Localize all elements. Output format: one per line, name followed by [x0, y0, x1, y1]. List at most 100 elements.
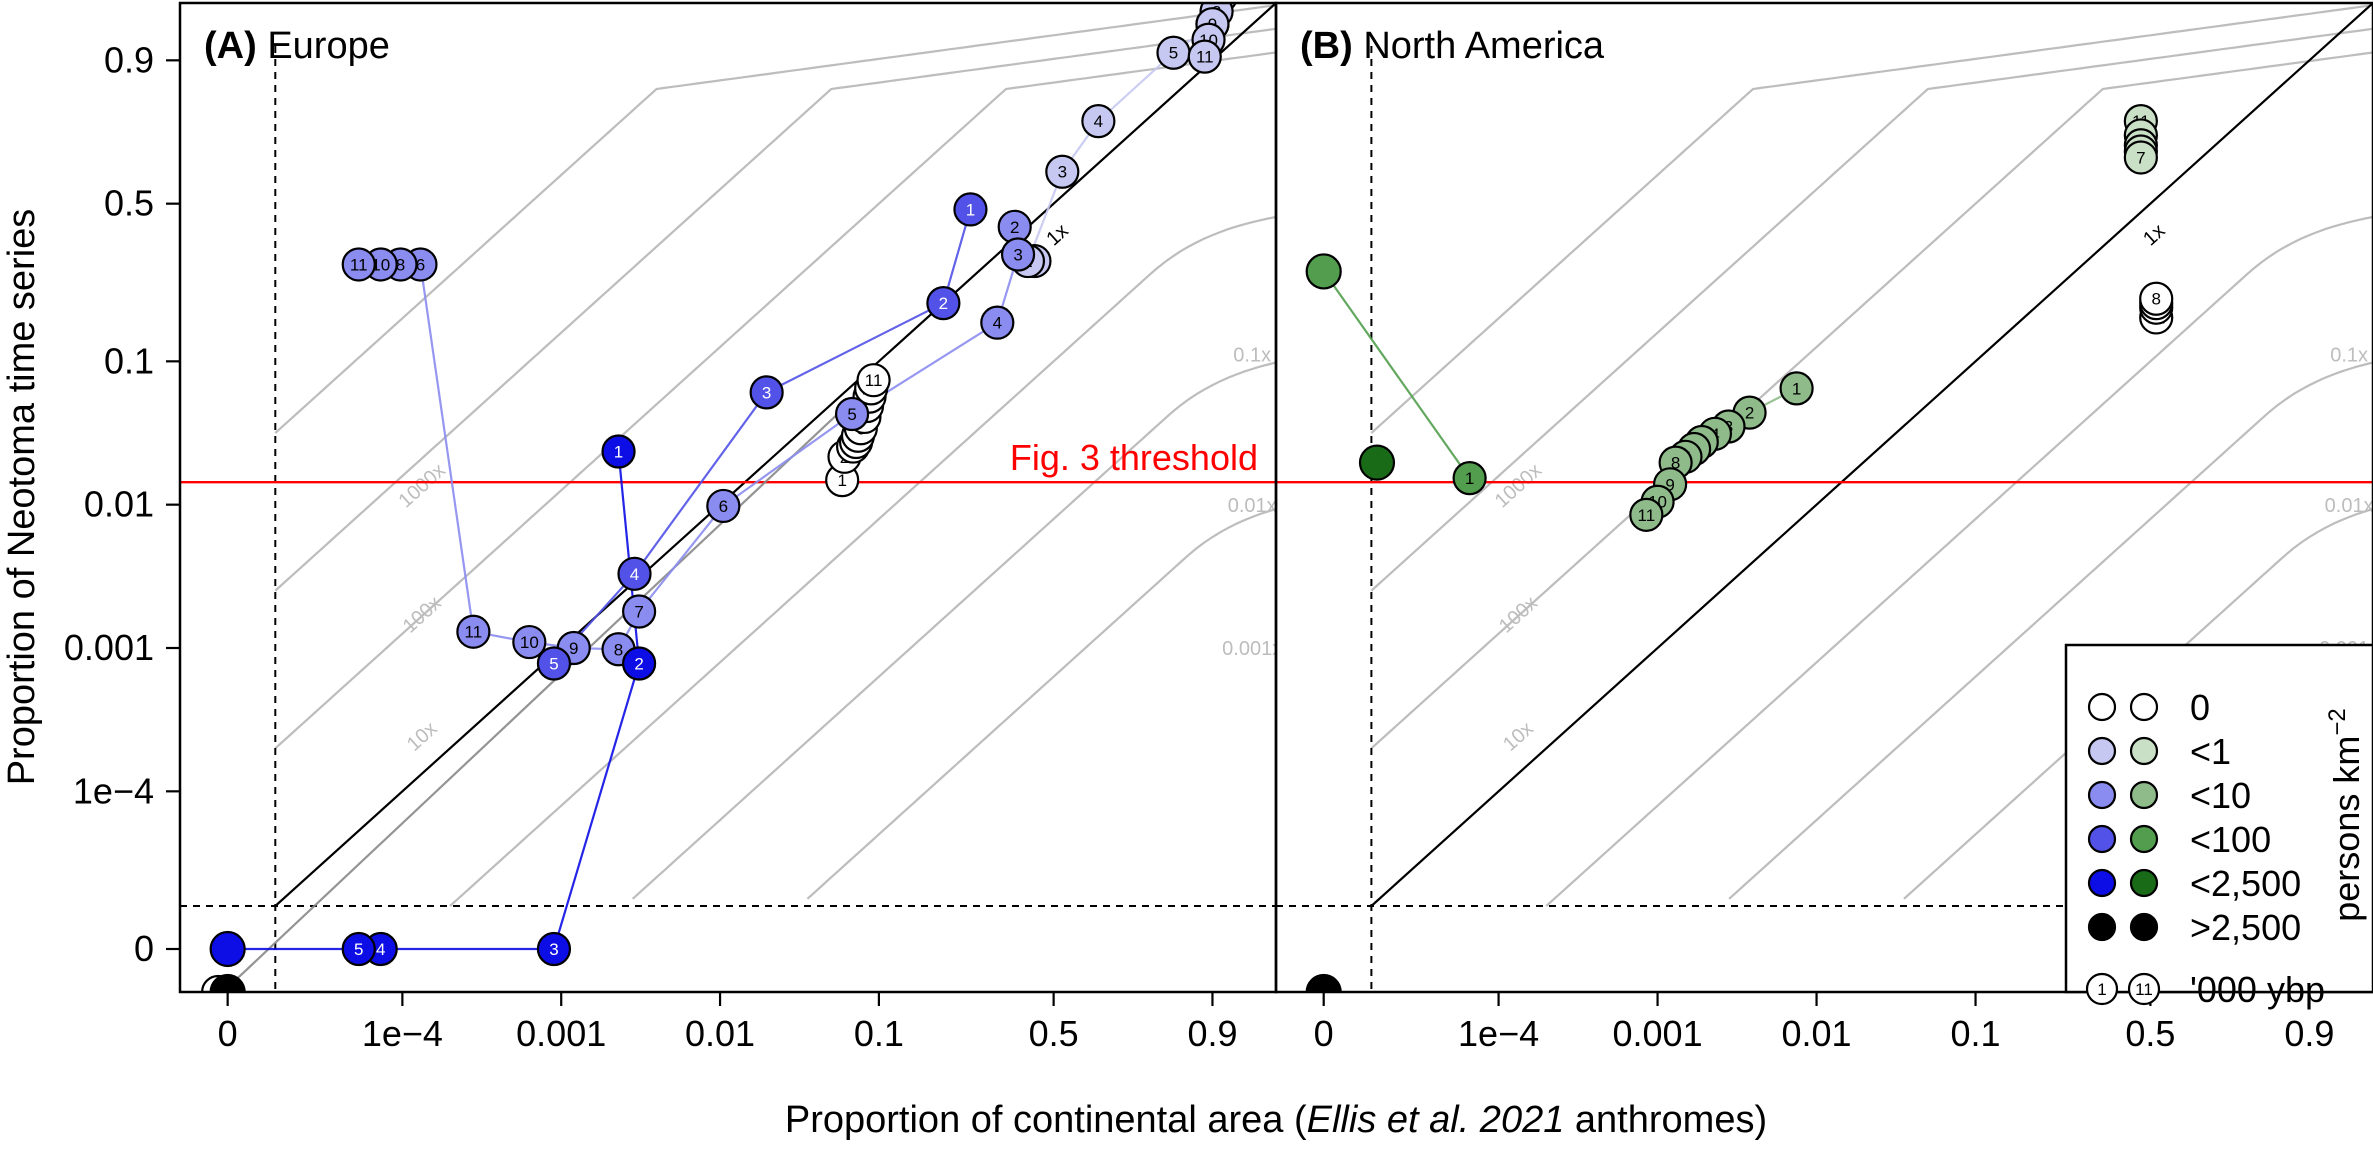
legend-swatch-europe — [2087, 692, 2117, 722]
data-point-label: 9 — [1665, 475, 1674, 494]
trajectory-line — [1322, 270, 1471, 479]
contour-label: 0.01x — [2325, 495, 2373, 517]
legend-label: >2,500 — [2190, 907, 2301, 948]
data-point — [706, 488, 741, 524]
data-point-label: 1 — [614, 442, 623, 461]
data-point-label: 3 — [1013, 245, 1022, 264]
data-point-label: 5 — [549, 654, 558, 673]
data-point-label: 3 — [549, 940, 558, 959]
data-point — [1305, 973, 1342, 992]
x-axis-label: Proportion of continental area (Ellis et… — [785, 1099, 1767, 1141]
legend-age-example-label: 1 — [2097, 980, 2106, 999]
data-point — [1000, 237, 1036, 272]
data-point — [341, 247, 376, 282]
data-point — [1779, 371, 1814, 406]
data-point — [834, 396, 870, 432]
data-point — [536, 646, 572, 681]
data-point-label: 5 — [354, 940, 363, 959]
one-to-one-line — [274, 3, 1276, 907]
x-tick-label: 0.5 — [1029, 1013, 1079, 1054]
legend-age-label: '000 ybp — [2190, 969, 2325, 1010]
data-point — [512, 624, 547, 660]
contour-line — [274, 27, 1276, 592]
contour-line — [1370, 4, 2373, 434]
legend-swatch-north-america — [2129, 868, 2159, 898]
data-point — [856, 363, 891, 398]
data-point-label: 8 — [614, 640, 623, 659]
x-tick-label: 0.9 — [2284, 1013, 2334, 1054]
data-point — [456, 614, 491, 649]
legend-label: <1 — [2190, 731, 2231, 772]
data-point — [536, 931, 572, 967]
y-tick-label: 0 — [134, 928, 154, 969]
x-tick-label: 0.001 — [1613, 1013, 1703, 1054]
data-point-label: 6 — [719, 497, 728, 516]
data-point-label: 1 — [1465, 469, 1474, 488]
data-point-label: 4 — [630, 565, 639, 584]
data-point-label: 4 — [993, 314, 1002, 333]
data-point-label: 7 — [2136, 148, 2145, 167]
contour-line — [274, 51, 1276, 750]
legend-swatch-north-america — [2129, 824, 2159, 854]
data-point — [1045, 154, 1080, 189]
data-point-label: 4 — [376, 940, 385, 959]
plot-area: 1000x100x10x1x0.1x0.01x0.001x12345678910… — [180, 3, 1282, 992]
data-point-label: 5 — [847, 405, 856, 424]
data-point — [209, 973, 246, 992]
data-point-label: 2 — [1010, 218, 1019, 237]
x-tick-label: 0.9 — [1187, 1013, 1237, 1054]
panel-title: (A) Europe — [204, 25, 390, 67]
data-point-label: 7 — [634, 603, 643, 622]
data-point-label: 3 — [762, 383, 771, 402]
data-point-label: 11 — [1196, 48, 1214, 67]
data-point-label: 10 — [371, 255, 390, 274]
x-tick-label: 0 — [218, 1013, 238, 1054]
data-point-label: 9 — [569, 639, 578, 658]
threshold-label: Fig. 3 threshold — [1010, 437, 1258, 478]
x-tick-label: 0.5 — [2125, 1013, 2175, 1054]
contour-label: 0.01x — [1228, 495, 1277, 517]
trajectory-line — [358, 226, 1020, 651]
y-tick-label: 1e−4 — [73, 770, 154, 811]
data-point — [2139, 281, 2174, 316]
one-to-one-line — [1370, 3, 2373, 907]
data-point — [1629, 497, 1664, 532]
data-point — [1452, 461, 1487, 496]
data-point-label: 6 — [416, 255, 425, 274]
legend-label: <100 — [2190, 819, 2271, 860]
x-tick-label: 0 — [1314, 1013, 1334, 1054]
legend-swatch-europe — [2087, 824, 2117, 854]
x-tick-label: 0.1 — [1951, 1013, 2001, 1054]
legend-swatch-north-america — [2129, 780, 2159, 810]
data-point-label: 11 — [465, 623, 483, 642]
data-point-label: 10 — [520, 633, 539, 652]
contour-line — [806, 507, 1276, 900]
legend-box — [2064, 643, 2373, 994]
data-point — [2123, 140, 2158, 175]
contour-label: 0.001x — [1222, 638, 1282, 660]
legend-swatch-europe — [2087, 912, 2117, 942]
x-tick-label: 0.01 — [1782, 1013, 1852, 1054]
panel-title: (B) North America — [1300, 25, 1605, 67]
data-point-label: 1 — [966, 200, 975, 219]
contour-line — [631, 361, 1276, 900]
legend-units-label: persons km−2 — [2324, 708, 2367, 921]
contour-label: 10x — [1499, 718, 1538, 756]
contour-label: 0.1x — [2330, 344, 2368, 366]
contour-label: 1000x — [395, 459, 450, 512]
y-tick-label: 0.5 — [104, 183, 154, 224]
data-point — [953, 192, 988, 227]
data-point-label: 8 — [396, 255, 405, 274]
contour-label: 1x — [2139, 220, 2169, 250]
trajectory-line — [227, 451, 641, 951]
legend-swatch-north-america — [2129, 736, 2159, 766]
y-axis-label: Proportion of Neotoma time series — [1, 209, 43, 786]
contour-line — [449, 215, 1276, 907]
panel-frame — [1274, 1, 2373, 994]
data-point — [622, 646, 657, 681]
data-point — [209, 930, 246, 968]
data-point-label: 1 — [837, 471, 846, 490]
legend-label: <2,500 — [2190, 863, 2301, 904]
data-point — [1305, 253, 1342, 290]
